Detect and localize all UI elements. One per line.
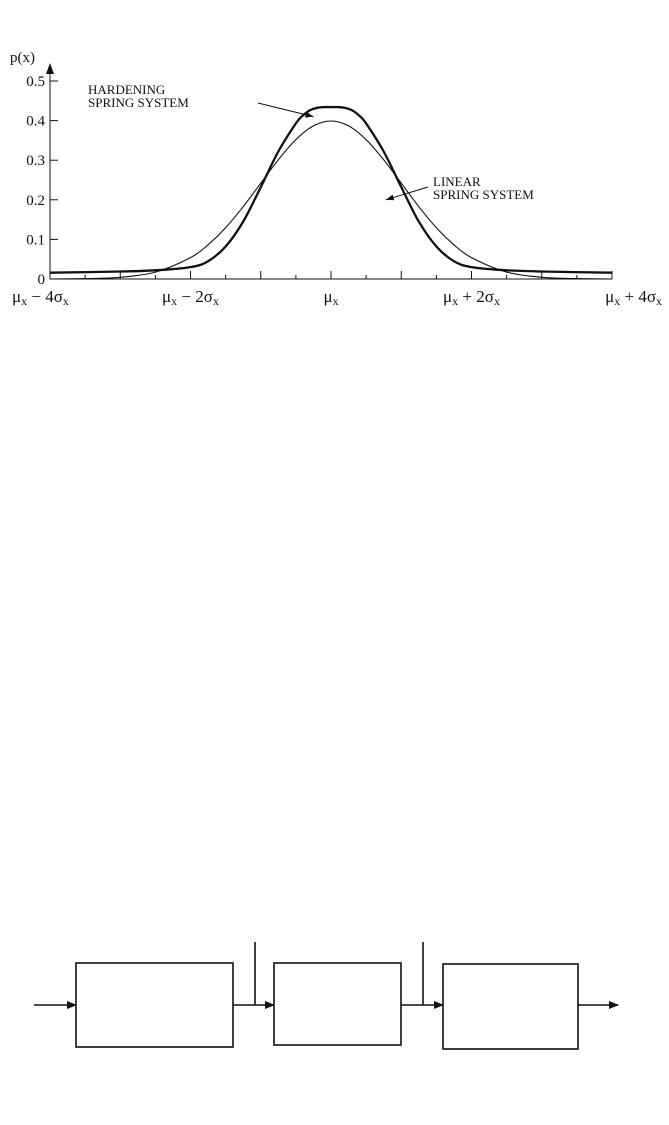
annotation-label: HARDENING SPRING SYSTEM — [88, 82, 189, 110]
y-axis-title: p(x) — [10, 50, 35, 66]
x-tick-label: μx + 4σx — [605, 287, 662, 308]
linear-spring-curve — [49, 120, 613, 280]
x-tick-label: μx — [323, 287, 338, 308]
probability-density-chart: p(x) 00.10.20.30.40.5 μx − 4σx μx − 2σx μx… — [10, 50, 662, 308]
y-ticks: 0 0.1 0.2 0.3 0.4 0.5 — [26, 74, 58, 288]
y-tick-label: 0.4 — [26, 114, 45, 130]
y-tick-label: 0.5 — [26, 74, 45, 90]
annotation-arrow — [257, 102, 314, 118]
y-tick-label: 0.2 — [26, 193, 45, 209]
x-ticks: μx − 4σx μx − 2σx μx μx + 2σx μx + 4σx — [12, 271, 662, 308]
block-2 — [273, 962, 402, 1046]
y-axis: p(x) 0 0.1 0.2 0.3 0.4 0.5 — [10, 50, 58, 288]
hardening-spring-curve — [49, 105, 613, 274]
annotation-label: LINEAR SPRING SYSTEM — [433, 174, 534, 202]
annotation-arrowhead — [305, 111, 314, 118]
block-3 — [442, 963, 579, 1050]
x-tick-label: μx − 2σx — [162, 287, 219, 308]
annotation-arrowhead — [385, 194, 395, 201]
block-diagram — [34, 942, 619, 1050]
block-1 — [75, 962, 234, 1048]
y-tick-label: 0 — [38, 272, 46, 288]
y-tick-label: 0.1 — [26, 232, 45, 248]
x-axis: μx − 4σx μx − 2σx μx μx + 2σx μx + 4σx — [12, 271, 662, 308]
series-layer — [49, 105, 613, 280]
annotations: HARDENING SPRING SYSTEM LINEAR SPRING SYSTE… — [88, 82, 534, 202]
y-tick-label: 0.3 — [26, 153, 45, 169]
x-tick-label: μx + 2σx — [443, 287, 500, 308]
y-axis-arrowhead — [46, 63, 54, 74]
x-tick-label: μx − 4σx — [12, 287, 69, 308]
